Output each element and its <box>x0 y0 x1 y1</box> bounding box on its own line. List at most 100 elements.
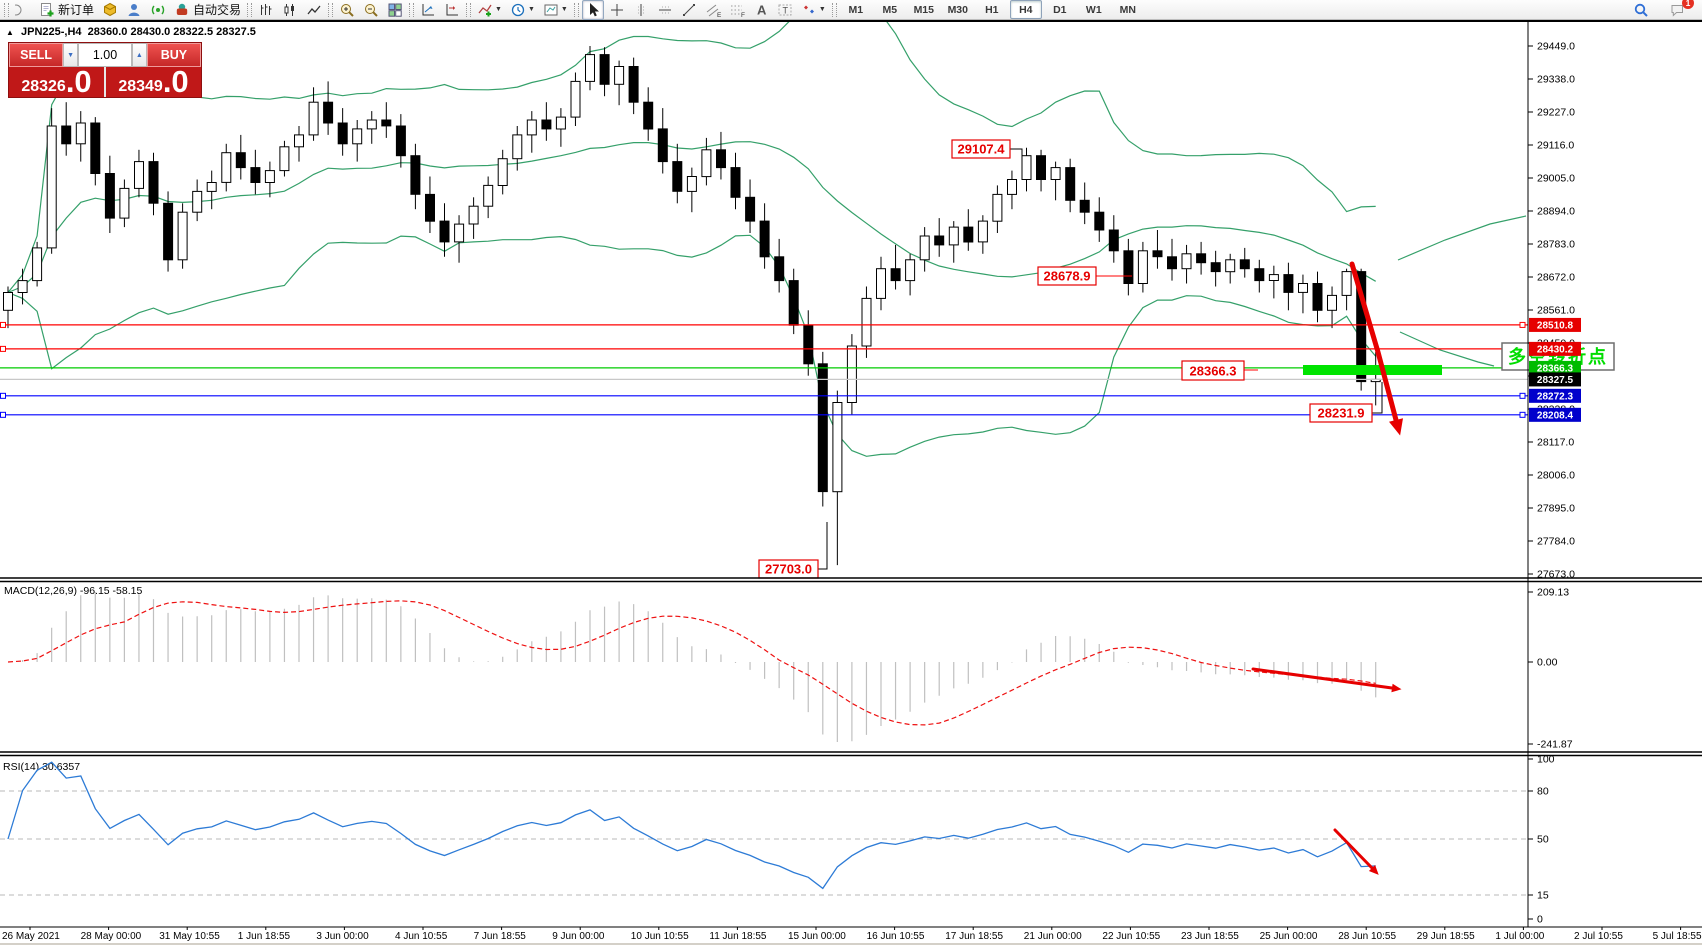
chart-symbol: JPN225-,H4 <box>20 26 82 38</box>
line-handle[interactable] <box>0 345 6 352</box>
time-axis-label: 2 Jul 10:55 <box>1574 931 1623 942</box>
timeframe-m15-button[interactable]: M15 <box>913 3 934 16</box>
line-handle[interactable] <box>0 321 6 328</box>
chevron-down-icon[interactable]: ▼ <box>560 6 568 13</box>
time-axis-label: 1 Jul 00:00 <box>1495 931 1544 942</box>
candle-body <box>250 167 261 184</box>
candle-body <box>1210 262 1221 273</box>
line-handle[interactable] <box>1519 392 1526 399</box>
chevron-down-icon[interactable]: ▼ <box>527 6 535 13</box>
line-handle[interactable] <box>1519 321 1526 328</box>
candle-body <box>410 155 421 195</box>
time-axis-label: 9 Jun 00:00 <box>552 931 605 942</box>
chevron-down-icon[interactable]: ▼ <box>818 6 826 13</box>
price-divider <box>104 67 106 97</box>
price-callout-text: 28366.3 <box>1190 364 1237 379</box>
line-handle[interactable] <box>0 392 6 399</box>
timeframe-m1-button[interactable]: M1 <box>848 3 864 16</box>
text-button[interactable]: A <box>750 0 772 20</box>
tile-windows-icon[interactable] <box>384 0 406 20</box>
macd-axis-label: 0.00 <box>1537 657 1558 669</box>
crosshair-button[interactable] <box>606 0 628 20</box>
toolbar-grip <box>573 2 579 17</box>
signals-icon <box>150 2 166 18</box>
collapse-quote-icon[interactable]: ▲ <box>6 28 14 37</box>
timeframe-w1-button[interactable]: W1 <box>1085 3 1102 16</box>
price-breakdown-arrow[interactable] <box>1349 261 1399 423</box>
chart-shift-icon[interactable] <box>441 0 463 20</box>
trendline-button[interactable] <box>678 0 700 20</box>
volume-increase-button[interactable]: ▲ <box>132 43 147 67</box>
new-order-button[interactable]: 新订单 <box>36 0 97 20</box>
sell-price[interactable]: 28326.0 <box>9 66 104 97</box>
time-axis-label: 23 Jun 18:55 <box>1181 931 1239 942</box>
auto-scroll-icon[interactable] <box>417 0 439 20</box>
search-button[interactable] <box>1630 0 1652 20</box>
candle-body <box>977 220 988 243</box>
signals-icon[interactable] <box>147 0 169 20</box>
zoom-in-icon[interactable] <box>336 0 358 20</box>
timeframe-h4-button[interactable]: H4 <box>1009 0 1042 19</box>
price-badge-text: 28430.2 <box>1537 344 1574 355</box>
navigator-icon[interactable] <box>123 0 145 20</box>
price-callout-box[interactable] <box>951 139 1011 159</box>
candle-body <box>1050 167 1061 181</box>
volume-input[interactable] <box>78 43 132 67</box>
price-axis-label: 28561.0 <box>1537 305 1575 317</box>
buy-price[interactable]: 28349.0 <box>106 66 201 97</box>
timeframe-d1-button[interactable]: D1 <box>1053 3 1067 16</box>
templates-button[interactable]: ▼ <box>540 0 571 20</box>
support-zone-highlight[interactable] <box>1303 365 1442 375</box>
price-callout-box[interactable] <box>1309 403 1373 423</box>
volume-decrease-button[interactable]: ▼ <box>63 43 78 67</box>
candle-body <box>323 101 334 124</box>
bollinger-upper-band <box>7 22 1376 293</box>
timeframe-m30-button[interactable]: M30 <box>947 3 968 16</box>
clipped-chart-icon[interactable] <box>12 0 34 20</box>
periods-button[interactable]: ▼ <box>507 0 538 20</box>
notifications-button[interactable]: 1 <box>1667 0 1694 20</box>
buy-button[interactable]: BUY <box>146 43 201 67</box>
timeframe-mn-button[interactable]: MN <box>1119 3 1136 16</box>
price-axis-label: 28006.0 <box>1537 470 1575 482</box>
candle-body <box>599 54 610 85</box>
bar-chart-icon[interactable] <box>255 0 277 20</box>
autotrading-button[interactable]: 自动交易 <box>171 0 244 20</box>
equidistant-channel-button[interactable]: E <box>702 0 724 20</box>
candle-body <box>992 193 1003 222</box>
text-label-button[interactable]: T <box>774 0 796 20</box>
time-axis-label: 15 Jun 00:00 <box>788 931 846 942</box>
rsi-trend-arrow[interactable] <box>1333 828 1374 870</box>
price-callout-box[interactable] <box>1181 360 1245 381</box>
price-callout-box[interactable] <box>1037 266 1097 286</box>
fibonacci-button-icon: F <box>729 2 745 18</box>
price-axis-label: 29005.0 <box>1537 173 1575 185</box>
line-chart-icon[interactable] <box>303 0 325 20</box>
macd-trend-arrow[interactable] <box>1251 667 1394 690</box>
zoom-out-icon[interactable] <box>360 0 382 20</box>
candle-chart-icon[interactable] <box>279 0 301 20</box>
sell-button[interactable]: SELL <box>9 43 64 67</box>
line-handle[interactable] <box>1519 411 1526 418</box>
top-toolbar: 新订单 自动交易 ▼ ▼ ▼ E F A T ▼ M1 M5 M15 M30 H1 H4 D1 W1 MN 1 <box>0 0 1702 20</box>
vertical-line-button[interactable] <box>630 0 652 20</box>
market-watch-icon[interactable] <box>99 0 121 20</box>
candle-body <box>803 324 814 365</box>
price-badge-text: 28366.3 <box>1537 363 1574 374</box>
chevron-down-icon[interactable]: ▼ <box>495 6 502 13</box>
fibonacci-button[interactable]: F <box>726 0 748 20</box>
timeframe-m5-button[interactable]: M5 <box>882 3 898 16</box>
timeframe-h1-button[interactable]: H1 <box>985 3 999 16</box>
bollinger-upper-band-tail <box>1397 215 1527 261</box>
candle-body <box>1356 271 1367 383</box>
arrows-button[interactable]: ▼ <box>798 0 829 20</box>
line-handle[interactable] <box>0 411 6 418</box>
price-callout-text: 29107.4 <box>958 142 1006 157</box>
indicators-button[interactable]: ▼ <box>474 0 505 20</box>
horizontal-line-button[interactable] <box>654 0 676 20</box>
candle-body <box>425 193 435 222</box>
candle-body <box>526 119 537 136</box>
candle-body <box>1137 250 1148 285</box>
cursor-button[interactable] <box>581 0 604 20</box>
time-axis-label: 25 Jun 00:00 <box>1260 931 1318 942</box>
